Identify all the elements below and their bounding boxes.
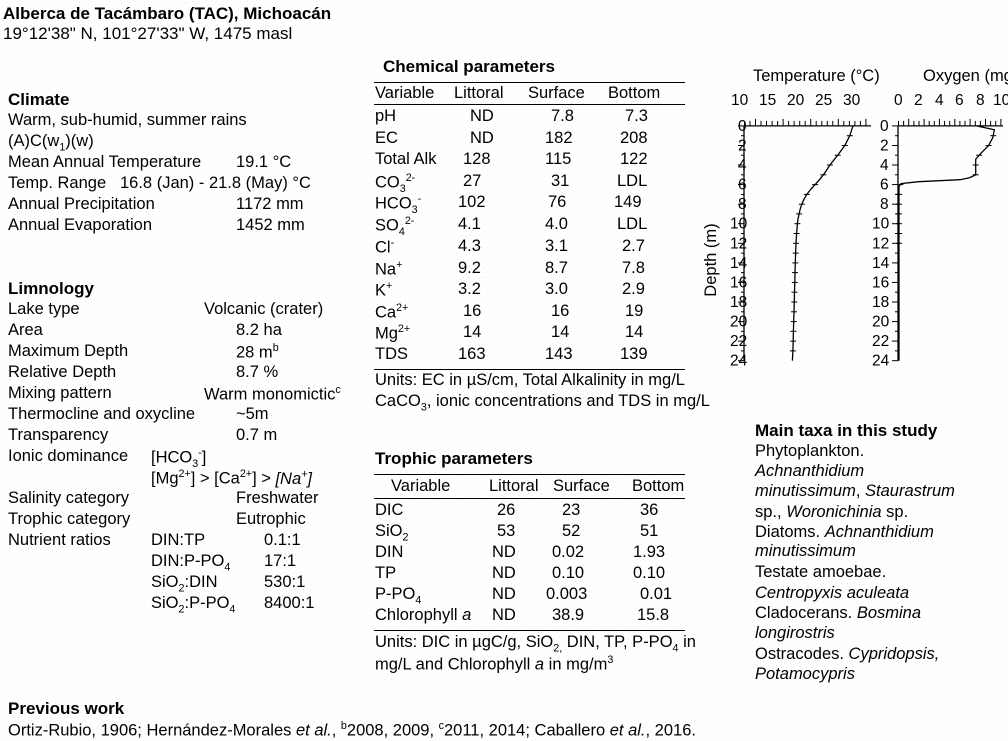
svg-text:14: 14	[872, 255, 890, 272]
svg-text:4: 4	[880, 157, 889, 174]
svg-text:16: 16	[872, 274, 889, 291]
svg-text:10: 10	[872, 216, 890, 233]
svg-text:10: 10	[993, 92, 1008, 109]
svg-text:6: 6	[880, 177, 889, 194]
svg-text:8: 8	[880, 196, 889, 213]
svg-text:15: 15	[759, 92, 776, 109]
svg-text:20: 20	[787, 92, 805, 109]
svg-text:24: 24	[872, 353, 890, 370]
svg-text:0: 0	[880, 118, 889, 135]
svg-text:10: 10	[731, 92, 749, 109]
svg-text:Oxygen (mg/L): Oxygen (mg/L)	[923, 67, 1008, 85]
svg-text:2: 2	[914, 92, 923, 109]
svg-text:12: 12	[872, 235, 889, 252]
svg-text:30: 30	[843, 92, 861, 109]
svg-text:Depth (m): Depth (m)	[702, 223, 720, 296]
svg-text:18: 18	[872, 294, 889, 311]
svg-text:22: 22	[872, 333, 889, 350]
svg-text:8: 8	[976, 92, 985, 109]
svg-text:0: 0	[894, 92, 903, 109]
svg-text:Temperature (°C): Temperature (°C)	[753, 67, 880, 85]
svg-text:20: 20	[872, 314, 890, 331]
svg-text:6: 6	[955, 92, 964, 109]
svg-text:2: 2	[880, 138, 889, 155]
svg-text:25: 25	[815, 92, 832, 109]
svg-text:4: 4	[935, 92, 944, 109]
